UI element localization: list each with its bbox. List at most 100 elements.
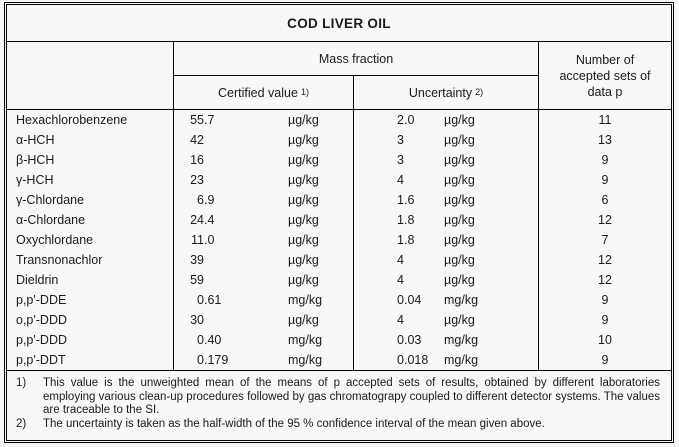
- table-row: γ-HCH 23 µg/kg 4 µg/kg 9: [7, 170, 671, 190]
- certified-value-int: 16: [190, 153, 204, 167]
- accepted-sets-count: 12: [538, 270, 671, 290]
- table-row: α-HCH 42 µg/kg 3 µg/kg 13: [7, 130, 671, 150]
- certified-value-int: 24: [190, 213, 204, 227]
- certified-value-frac: .7: [204, 113, 215, 127]
- certified-value-cell: 55 .7 µg/kg: [173, 110, 353, 130]
- accepted-sets-count: 9: [538, 170, 671, 190]
- uncertainty-frac: .04: [404, 293, 422, 307]
- uncertainty-int: 2: [397, 113, 404, 127]
- certified-value-cell: 24 .4 µg/kg: [173, 210, 353, 230]
- certified-value-unit: mg/kg: [288, 333, 323, 347]
- uncertainty-frac: .0: [404, 113, 415, 127]
- table-row: Dieldrin 59 µg/kg 4 µg/kg 12: [7, 270, 671, 290]
- certified-value-int: 0: [197, 293, 204, 307]
- accepted-sets-count: 10: [538, 330, 671, 350]
- compound-name: p,p'-DDE: [16, 293, 67, 307]
- uncertainty-cell: 4 µg/kg: [353, 270, 538, 290]
- certified-value-unit: µg/kg: [288, 213, 319, 227]
- accepted-sets-count: 9: [538, 310, 671, 330]
- certified-value-unit: µg/kg: [288, 153, 319, 167]
- certified-value-cell: 16 µg/kg: [173, 150, 353, 170]
- uncertainty-cell: 1 .8 µg/kg: [353, 230, 538, 250]
- compound-name: γ-Chlordane: [16, 193, 85, 207]
- table-body: Hexachlorobenzene 55 .7 µg/kg 2 .0 µg/kg…: [7, 110, 671, 370]
- compound-name: o,p'-DDD: [16, 313, 68, 327]
- compound-name: γ-HCH: [16, 173, 54, 187]
- certified-value-unit: µg/kg: [288, 133, 319, 147]
- uncertainty-unit: µg/kg: [444, 173, 475, 187]
- certified-value-unit: mg/kg: [288, 353, 323, 367]
- header-accepted-sets: Number of accepted sets of data p: [538, 42, 671, 109]
- uncertainty-int: 1: [397, 193, 404, 207]
- certified-value-cell: 59 µg/kg: [173, 270, 353, 290]
- footnote-1-marker: 1): [16, 377, 27, 389]
- compound-name: p,p'-DDT: [16, 353, 66, 367]
- uncertainty-int: 3: [397, 153, 404, 167]
- uncertainty-int: 1: [397, 233, 404, 247]
- uncertainty-int: 4: [397, 173, 404, 187]
- uncertainty-cell: 4 µg/kg: [353, 250, 538, 270]
- uncertainty-unit: µg/kg: [444, 233, 475, 247]
- uncertainty-frac: .8: [404, 233, 415, 247]
- accepted-sets-count: 9: [538, 290, 671, 310]
- certified-value-cell: 0 .40 mg/kg: [173, 330, 353, 350]
- certified-value-int: 55: [190, 113, 204, 127]
- table-row: α-Chlordane 24 .4 µg/kg 1 .8 µg/kg 12: [7, 210, 671, 230]
- table-row: p,p'-DDE 0 .61 mg/kg 0 .04 mg/kg 9: [7, 290, 671, 310]
- uncertainty-cell: 3 µg/kg: [353, 130, 538, 150]
- table-row: Transnonachlor 39 µg/kg 4 µg/kg 12: [7, 250, 671, 270]
- uncertainty-unit: µg/kg: [444, 193, 475, 207]
- certified-value-int: 6: [197, 193, 204, 207]
- uncertainty-int: 3: [397, 133, 404, 147]
- uncertainty-frac: .03: [404, 333, 422, 347]
- certified-value-unit: mg/kg: [288, 293, 323, 307]
- compound-name: β-HCH: [16, 153, 55, 167]
- table-title: COD LIVER OIL: [7, 5, 671, 42]
- uncertainty-cell: 2 .0 µg/kg: [353, 110, 538, 130]
- header-accepted-sets-line1: Number of: [575, 52, 635, 67]
- uncertainty-cell: 4 µg/kg: [353, 310, 538, 330]
- uncertainty-int: 4: [397, 273, 404, 287]
- certified-value-int: 30: [190, 313, 204, 327]
- footnote-2: 2) The uncertainty is taken as the half-…: [16, 418, 661, 432]
- accepted-sets-count: 9: [538, 150, 671, 170]
- certified-value-unit: µg/kg: [288, 193, 319, 207]
- uncertainty-unit: µg/kg: [444, 273, 475, 287]
- certified-value-int: 11: [191, 233, 204, 247]
- accepted-sets-count: 9: [538, 350, 671, 370]
- accepted-sets-count: 11: [538, 110, 671, 130]
- footnote-ref-1: 1): [300, 86, 309, 97]
- compound-name: Oxychlordane: [16, 233, 94, 247]
- header-uncertainty: Uncertainty 2): [353, 76, 538, 109]
- certified-value-frac: .61: [204, 293, 222, 307]
- footnote-2-text: The uncertainty is taken as the half-wid…: [43, 417, 545, 430]
- certified-value-cell: 0 .61 mg/kg: [173, 290, 353, 310]
- header-accepted-sets-line3: data p: [587, 84, 623, 99]
- header-mass-fraction: Mass fraction: [173, 42, 538, 76]
- header-uncertainty-label: Uncertainty: [408, 85, 473, 100]
- uncertainty-unit: µg/kg: [444, 113, 475, 127]
- uncertainty-frac: .8: [404, 213, 415, 227]
- accepted-sets-count: 6: [538, 190, 671, 210]
- uncertainty-int: 4: [397, 313, 404, 327]
- header-compound-cell: [7, 42, 173, 109]
- uncertainty-int: 0: [397, 293, 404, 307]
- compound-name: α-Chlordane: [16, 213, 86, 227]
- certified-value-unit: µg/kg: [288, 113, 319, 127]
- uncertainty-int: 0: [397, 353, 404, 367]
- uncertainty-unit: mg/kg: [444, 293, 479, 307]
- header-accepted-sets-line2: accepted sets of: [559, 68, 651, 83]
- compound-name: p,p'-DDD: [16, 333, 68, 347]
- certified-value-frac: .9: [204, 193, 215, 207]
- uncertainty-int: 1: [397, 213, 404, 227]
- table-row: p,p'-DDD 0 .40 mg/kg 0 .03 mg/kg 10: [7, 330, 671, 350]
- accepted-sets-count: 13: [538, 130, 671, 150]
- certified-value-cell: 30 µg/kg: [173, 310, 353, 330]
- table-row: p,p'-DDT 0 .179 mg/kg 0 .018 mg/kg 9: [7, 350, 671, 370]
- uncertainty-frac: .018: [404, 353, 429, 367]
- uncertainty-int: 4: [397, 253, 404, 267]
- accepted-sets-count: 7: [538, 230, 671, 250]
- certified-value-unit: µg/kg: [288, 273, 319, 287]
- footnote-ref-2: 2): [475, 86, 484, 97]
- certified-value-frac: .4: [204, 213, 215, 227]
